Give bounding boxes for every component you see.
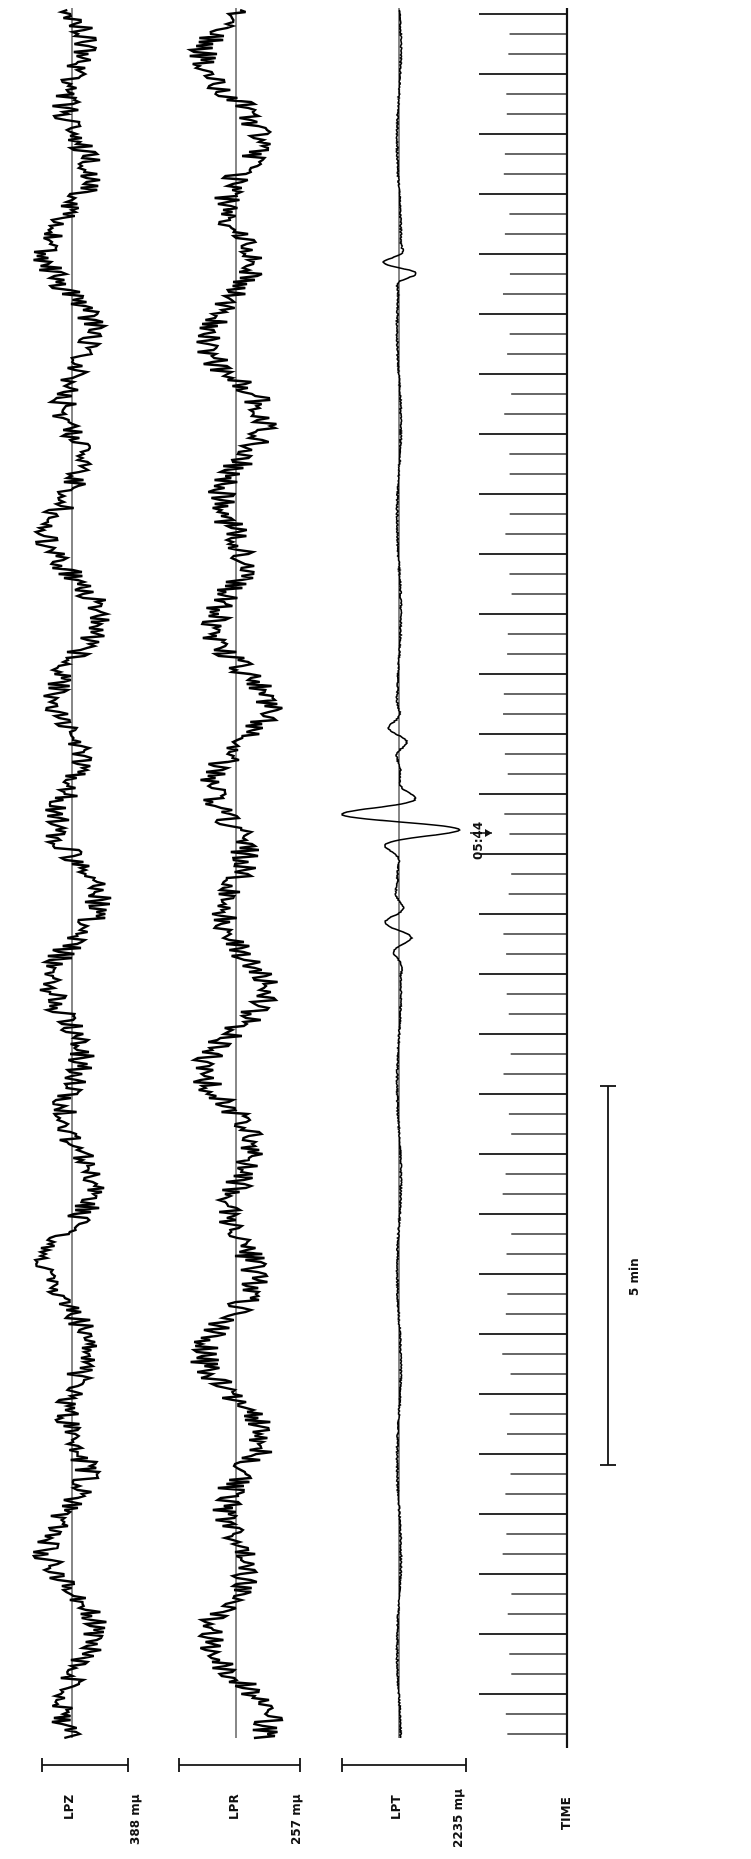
lpz-trace (31, 8, 112, 1740)
lpr-scale-bar (178, 1758, 301, 1772)
time-label: TIME (559, 1797, 573, 1830)
lpt-label: LPT (389, 1795, 403, 1820)
time-scale-bar: 5 min (600, 1085, 641, 1466)
lpt-trace (341, 9, 461, 1739)
channel-time: TIME (479, 8, 573, 1830)
event-arrow-head (485, 829, 492, 837)
time-ticks (479, 13, 567, 1735)
event-time-label: 05:44 (471, 822, 485, 860)
lpr-trace (186, 8, 284, 1740)
lpz-amplitude: 388 mμ (128, 1794, 142, 1845)
lpr-label: LPR (227, 1794, 241, 1820)
time-scale-label: 5 min (627, 1258, 641, 1296)
channel-lpt: LPT 2235 mμ (341, 8, 467, 1848)
lpt-amplitude: 2235 mμ (451, 1789, 465, 1848)
lpz-label: LPZ (62, 1795, 76, 1820)
lpz-scale-bar (41, 1758, 129, 1772)
lpt-scale-bar (341, 1758, 467, 1772)
channel-lpz: LPZ 388 mμ (31, 8, 142, 1845)
event-annotation: 05:44 (470, 822, 492, 860)
channel-lpr: LPR 257 mμ (178, 8, 303, 1845)
lpr-amplitude: 257 mμ (289, 1794, 303, 1845)
